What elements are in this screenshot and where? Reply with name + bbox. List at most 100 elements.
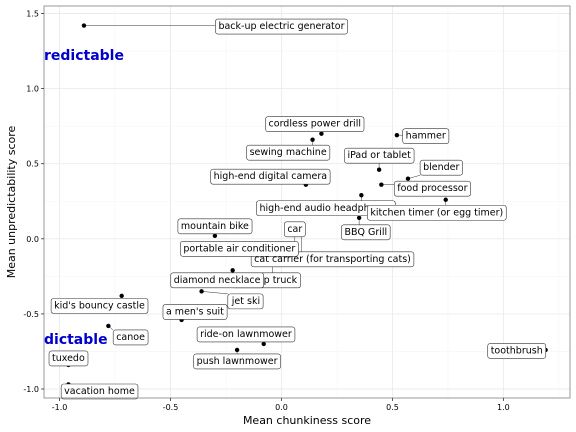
label-box [177,218,253,235]
leader-line [201,291,228,295]
label-text: food processor [397,183,467,194]
label-box [162,304,228,320]
annotation-text: dictable [44,332,108,348]
label-text: high-end audio headphones [259,203,392,214]
x-axis-title: Mean chunkiness score [243,414,371,427]
data-point [376,167,382,172]
point-label: iPad or tablet [344,147,415,164]
label-box [48,350,89,367]
y-axis-title: Mean unpredictability score [5,125,18,278]
x-tick-label: 0.5 [386,403,399,412]
point-label: food processor [393,180,471,197]
data-point [379,182,384,187]
label-text: high-end digital camera [214,171,327,182]
data-point [356,215,362,220]
point-label: diamond necklace [170,272,264,289]
label-text: iPad or tablet [347,150,411,161]
point-label: push lawnmower [193,353,281,370]
label-box [227,293,264,310]
point-label: toothbrush [487,343,547,359]
data-point [230,268,235,273]
label-text: cordless power drill [269,119,361,130]
label-box [344,147,415,164]
label-box [112,329,149,346]
axis-ticks: -1.0 -0.5 0.0 0.5 1.0 -1.0 -0.5 0.0 0.5 1.0 1.5 [23,10,509,412]
label-box [196,326,296,343]
point-label: car [284,221,306,238]
x-tick-label: -1.0 [52,403,68,412]
label-text: diamond necklace [174,275,261,286]
label-box [419,159,463,176]
y-tick-label: -1.0 [23,385,39,394]
y-tick-label: 1.5 [26,10,39,19]
label-text: canoe [116,332,145,343]
label-box [265,116,365,132]
label-text: tuxedo [52,353,85,364]
label-text: cat carrier (for transporting cats) [254,254,411,265]
data-point [81,23,87,28]
annotation-text: redictable [44,48,124,64]
label-text: pick-up truck [235,275,298,286]
label-box [60,383,139,400]
point-label: kid's bouncy castle [50,298,149,314]
label-text: sewing machine [250,147,327,158]
y-tick-label: 0.5 [26,160,39,169]
point-label: jet ski [227,293,264,310]
label-box [341,224,391,241]
point-label: a men's suit [162,304,228,320]
label-text: back-up electric generator [218,21,344,32]
grid-lines [44,6,570,398]
label-text: kitchen timer (or egg timer) [370,207,503,218]
label-box [367,204,507,221]
point-label: high-end digital camera [210,168,331,185]
label-text: push lawnmower [197,356,278,367]
label-box [170,272,264,289]
data-point [234,347,240,353]
data-point [319,131,324,136]
label-text: BBQ Grill [344,227,387,238]
label-text: ride-on lawnmower [200,329,292,340]
point-labels: back-up electric generator cordless power… [48,18,547,400]
data-point [405,176,411,181]
point-label: BBQ Grill [341,224,391,241]
label-text: mountain bike [181,221,249,232]
data-point [310,137,315,142]
y-tick-label: 1.0 [26,85,39,94]
label-text: kid's bouncy castle [54,300,145,311]
label-box [246,144,331,161]
point-label: back-up electric generator [215,18,348,35]
point-label: portable air conditioner [180,241,299,257]
label-text: toothbrush [491,345,543,356]
point-label: sewing machine [246,144,331,161]
point-label: tuxedo [48,350,89,367]
data-point [394,132,400,138]
y-tick-label: -0.5 [23,310,39,319]
data-point [106,323,111,329]
label-box [284,221,306,238]
label-box [210,168,331,185]
label-text: blender [423,162,459,173]
data-point [212,233,218,238]
data-point [199,289,204,294]
data-point [443,197,448,202]
label-text: jet ski [231,296,260,307]
point-label: vacation home [60,383,139,400]
point-label: cordless power drill [265,116,365,132]
plot-panel-border [43,5,571,399]
label-text: vacation home [64,386,135,397]
x-tick-label: 0.0 [275,403,288,412]
label-box [180,241,299,257]
label-box [215,18,348,35]
label-text: portable air conditioner [183,243,295,254]
label-box [487,343,547,359]
label-text: car [287,224,302,235]
point-label: kitchen timer (or egg timer) [367,204,507,221]
point-label: blender [419,159,463,176]
label-box [193,353,281,370]
label-text: a men's suit [166,306,224,317]
y-tick-label: 0.0 [26,235,39,244]
label-box [402,128,450,144]
x-tick-label: -0.5 [163,403,179,412]
